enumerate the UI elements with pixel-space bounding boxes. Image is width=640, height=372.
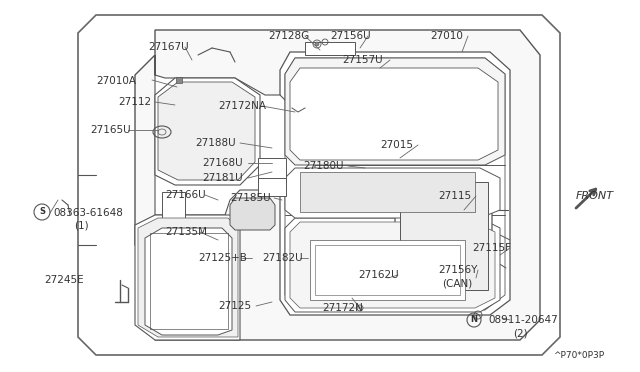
Polygon shape — [290, 68, 498, 160]
Text: 27156Y: 27156Y — [438, 265, 477, 275]
Text: 27181U: 27181U — [202, 173, 243, 183]
Text: 27135M: 27135M — [165, 227, 207, 237]
Text: 27168U: 27168U — [202, 158, 243, 168]
Polygon shape — [280, 52, 510, 315]
Text: 27245E: 27245E — [44, 275, 84, 285]
Polygon shape — [135, 215, 240, 340]
Polygon shape — [155, 78, 260, 185]
Text: (2): (2) — [513, 328, 527, 338]
Circle shape — [315, 42, 319, 46]
Text: 27172N: 27172N — [322, 303, 363, 313]
Text: 27185U: 27185U — [230, 193, 271, 203]
Polygon shape — [78, 15, 560, 355]
Polygon shape — [230, 198, 275, 230]
Polygon shape — [145, 228, 232, 335]
Text: 27166U: 27166U — [165, 190, 205, 200]
Text: 08363-61648: 08363-61648 — [53, 208, 123, 218]
Bar — [258, 158, 286, 180]
Bar — [310, 240, 465, 300]
Bar — [176, 77, 182, 83]
Text: 27115F: 27115F — [472, 243, 511, 253]
Text: 27188U: 27188U — [195, 138, 236, 148]
Text: 27157U: 27157U — [342, 55, 383, 65]
Polygon shape — [290, 222, 495, 308]
Polygon shape — [285, 168, 500, 218]
Bar — [315, 245, 460, 295]
Bar — [258, 178, 286, 196]
Text: N: N — [470, 315, 477, 324]
Text: 27128G: 27128G — [268, 31, 309, 41]
Text: 27156U: 27156U — [330, 31, 371, 41]
Text: 27180U: 27180U — [303, 161, 344, 171]
Polygon shape — [285, 218, 500, 312]
Polygon shape — [155, 55, 315, 215]
Text: 27015: 27015 — [380, 140, 413, 150]
Text: 27112: 27112 — [118, 97, 151, 107]
Text: ^P70*0P3P: ^P70*0P3P — [553, 352, 604, 360]
Text: 08911-20647: 08911-20647 — [488, 315, 557, 325]
Text: S: S — [39, 208, 45, 217]
Text: (1): (1) — [74, 221, 88, 231]
Text: 27125+B: 27125+B — [198, 253, 247, 263]
Text: 27162U: 27162U — [358, 270, 399, 280]
Text: 27167U: 27167U — [148, 42, 189, 52]
Text: 27010A: 27010A — [96, 76, 136, 86]
Polygon shape — [158, 82, 255, 180]
Bar — [300, 172, 475, 212]
Text: 27172NA: 27172NA — [218, 101, 266, 111]
Bar — [150, 233, 228, 329]
Text: 27182U: 27182U — [262, 253, 303, 263]
Text: FRONT: FRONT — [576, 191, 614, 201]
Text: 27165U: 27165U — [90, 125, 131, 135]
Polygon shape — [285, 58, 505, 165]
Polygon shape — [395, 178, 492, 295]
Polygon shape — [305, 42, 355, 55]
Text: 27125: 27125 — [218, 301, 251, 311]
Polygon shape — [162, 192, 185, 218]
Text: 27115: 27115 — [438, 191, 471, 201]
Polygon shape — [138, 218, 238, 337]
Text: (CAN): (CAN) — [442, 278, 472, 288]
Text: 27010: 27010 — [430, 31, 463, 41]
Polygon shape — [135, 30, 540, 340]
Bar — [400, 182, 488, 290]
